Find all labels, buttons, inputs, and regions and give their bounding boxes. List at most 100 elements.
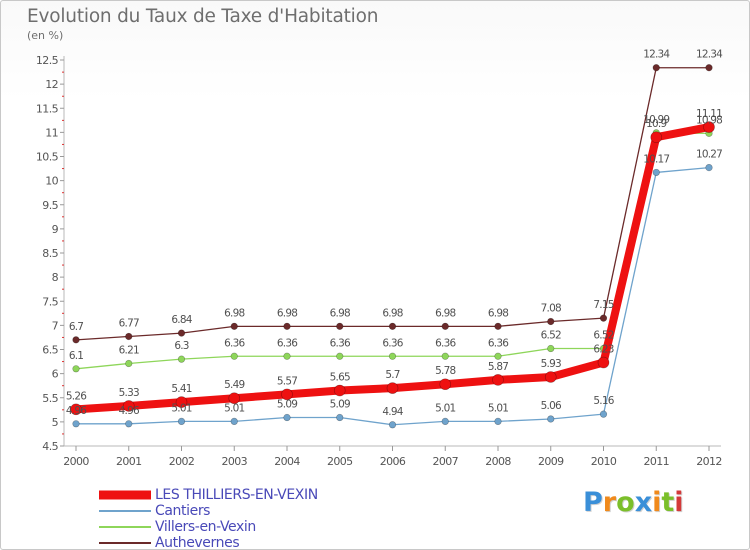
x-tick-label: 2004: [274, 455, 300, 468]
data-point: [441, 417, 449, 425]
data-point: [492, 374, 504, 386]
data-label: 6.98: [382, 307, 402, 319]
data-label: 7.15: [593, 299, 613, 311]
y-tick-label: 6: [52, 368, 59, 381]
data-point: [388, 322, 397, 330]
legend-label: Authevernes: [155, 535, 240, 550]
data-label: 5.01: [435, 402, 455, 414]
x-tick-label: 2003: [221, 455, 247, 468]
data-point: [125, 359, 133, 368]
data-label: 10.27: [696, 149, 722, 161]
data-point: [547, 317, 555, 326]
data-label: 4.96: [66, 405, 87, 417]
legend-label: Villers-en-Vexin: [155, 519, 256, 535]
legend-swatch: [99, 542, 151, 544]
legend-swatch: [99, 490, 151, 500]
data-label: 5.09: [330, 399, 350, 411]
data-label: 6.36: [435, 337, 456, 349]
data-point: [597, 356, 610, 369]
data-point: [177, 417, 186, 425]
y-tick-label: 12: [45, 78, 58, 91]
legend-label: Cantiers: [155, 503, 211, 519]
data-point: [336, 413, 344, 422]
data-label: 7.08: [541, 303, 561, 315]
data-label: 6.52: [541, 330, 561, 342]
data-point: [230, 352, 238, 360]
y-tick-label: 11: [45, 126, 58, 139]
data-label: 6.23: [593, 344, 613, 356]
data-label: 6.3: [174, 340, 188, 352]
data-label: 6.98: [330, 307, 350, 319]
legend-swatch: [99, 526, 151, 528]
data-label: 12.34: [643, 49, 670, 61]
x-tick-label: 2001: [116, 455, 142, 468]
data-label: 5.65: [330, 372, 350, 384]
data-label: 6.7: [69, 321, 83, 333]
data-label: 6.21: [119, 344, 139, 356]
data-label: 6.36: [277, 337, 298, 349]
y-tick-label: 12.5: [36, 54, 59, 67]
chart-unit-label: (en %): [27, 29, 64, 42]
x-tick-label: 2007: [432, 455, 458, 468]
data-point: [494, 352, 502, 360]
data-point: [283, 413, 291, 422]
data-point: [72, 365, 80, 373]
logo-letter: t: [661, 487, 675, 518]
data-label: 6.36: [382, 337, 403, 349]
data-point: [70, 403, 82, 416]
data-point: [283, 352, 291, 360]
data-label: 5.01: [171, 402, 191, 414]
data-label: 6.98: [224, 307, 244, 319]
legend-item: Villers-en-Vexin: [99, 519, 399, 535]
chart-title: Evolution du Taux de Taxe d'Habitation: [27, 6, 379, 27]
y-tick-label: 8.5: [42, 247, 58, 260]
data-point: [177, 355, 186, 363]
data-label: 5.57: [277, 375, 297, 387]
data-label: 10.98: [696, 114, 722, 126]
y-tick-label: 10: [45, 175, 58, 188]
data-point: [439, 378, 452, 391]
legend: LES THILLIERS-EN-VEXIN Cantiers Villers-en…: [99, 487, 399, 550]
data-point: [283, 322, 291, 330]
series-cantiers: [72, 163, 713, 429]
data-point: [652, 64, 660, 72]
logo-letter: r: [602, 487, 617, 518]
data-label: 5.06: [541, 400, 562, 412]
data-point: [336, 322, 344, 330]
x-tick-label: 2011: [643, 455, 669, 468]
data-point: [599, 410, 608, 418]
x-tick-label: 2000: [63, 455, 89, 468]
data-point: [72, 420, 80, 428]
y-tick-label: 7: [52, 319, 59, 332]
data-point: [650, 131, 663, 143]
logo-letter: x: [634, 487, 653, 518]
x-tick-label: 2006: [380, 455, 406, 468]
data-label: 6.36: [330, 337, 351, 349]
data-label: 6.36: [488, 337, 509, 349]
y-tick-label: 9: [52, 223, 59, 236]
y-tick-label: 8: [52, 271, 59, 284]
data-label: 5.87: [488, 361, 508, 373]
x-tick-label: 2012: [696, 455, 722, 468]
data-point: [388, 421, 397, 429]
data-point: [547, 344, 555, 353]
data-label: 5.33: [119, 387, 139, 399]
data-label: 12.34: [696, 49, 723, 61]
logo-letter: P: [583, 487, 603, 518]
data-label: 6.84: [171, 314, 192, 326]
data-label: 5.7: [385, 369, 399, 381]
data-label: 10.99: [643, 114, 669, 126]
proxiti-logo: Proxiti: [583, 487, 684, 518]
series-line-autheverne: [75, 67, 710, 341]
legend-swatch: [99, 510, 151, 512]
logo-letter: i: [652, 487, 662, 518]
series-les-thilliers-en-vexin: [70, 121, 715, 416]
data-point: [705, 163, 713, 172]
data-point: [72, 336, 80, 344]
logo-letter: i: [674, 487, 684, 518]
data-label: 5.41: [171, 383, 191, 395]
data-label: 5.01: [224, 402, 244, 414]
data-label: 11.11: [696, 108, 722, 120]
data-point: [125, 420, 133, 428]
legend-label: LES THILLIERS-EN-VEXIN: [155, 487, 318, 503]
